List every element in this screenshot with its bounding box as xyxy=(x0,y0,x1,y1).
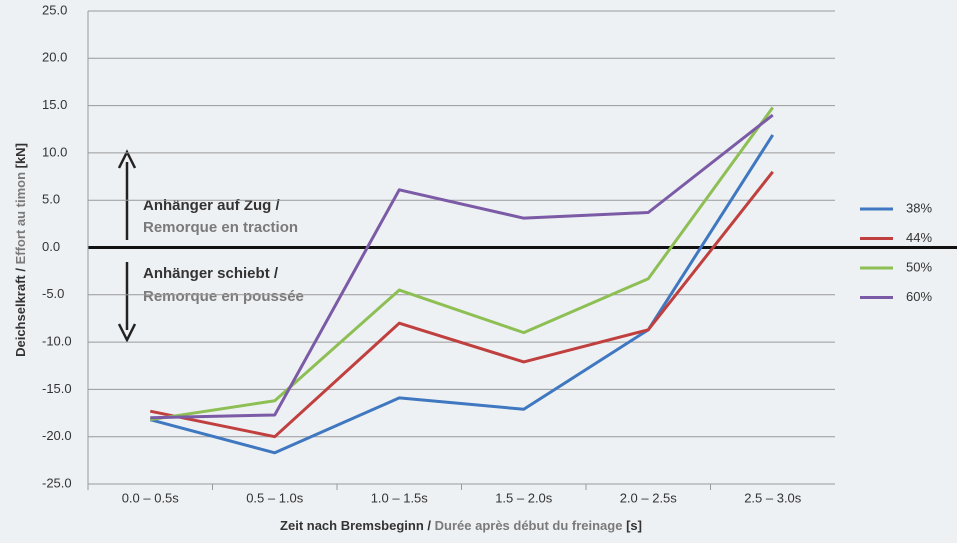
y-tick-label: -10.0 xyxy=(42,334,72,349)
x-tick-label: 2.0 – 2.5s xyxy=(620,490,678,505)
x-tick-label: 2.5 – 3.0s xyxy=(744,490,802,505)
series-line xyxy=(150,106,774,422)
x-label-part: Durée après début du freinage xyxy=(435,518,623,533)
x-tick-label: 0.5 – 1.0s xyxy=(246,490,304,505)
y-tick-label: 15.0 xyxy=(42,97,67,112)
series-line xyxy=(150,113,774,420)
arrows xyxy=(117,149,137,343)
y-tick-label: -20.0 xyxy=(42,428,72,443)
y-tick-label: 20.0 xyxy=(42,50,67,65)
legend-label: 38% xyxy=(906,200,932,215)
y-axis-label: Deichselkraft / Effort au timon [kN] xyxy=(13,143,28,357)
x-axis-label: Zeit nach Bremsbeginn / Durée après débu… xyxy=(280,518,642,533)
y-tick-label: -5.0 xyxy=(42,286,64,301)
y-tick-label: -25.0 xyxy=(42,475,72,490)
series-line xyxy=(149,134,775,455)
legend-label: 50% xyxy=(906,259,932,274)
y-label-part: Effort au timon xyxy=(13,172,28,264)
y-tick-label: 10.0 xyxy=(42,144,67,159)
x-tick-label: 1.0 – 1.5s xyxy=(371,490,429,505)
annotation: Anhänger auf Zug / xyxy=(143,197,280,214)
x-label-part: [s] xyxy=(622,518,642,533)
legend-label: 44% xyxy=(906,230,932,245)
x-tick-label: 0.0 – 0.5s xyxy=(122,490,180,505)
y-tick-label: 0.0 xyxy=(42,239,60,254)
legend-label: 60% xyxy=(906,289,932,304)
x-tick-label: 1.5 – 2.0s xyxy=(495,490,553,505)
y-label-part: Deichselkraft / xyxy=(13,264,28,357)
annotation: Remorque en traction xyxy=(143,219,298,236)
y-tick-label: 5.0 xyxy=(42,192,60,207)
series-line xyxy=(149,170,774,439)
y-tick-label: -15.0 xyxy=(42,381,72,396)
annotation: Remorque en poussée xyxy=(143,288,304,305)
x-label-part: Zeit nach Bremsbeginn / xyxy=(280,518,435,533)
y-label-part: [kN] xyxy=(13,143,28,172)
y-tick-label: 25.0 xyxy=(42,2,67,17)
annotation: Anhänger schiebt / xyxy=(143,265,279,282)
